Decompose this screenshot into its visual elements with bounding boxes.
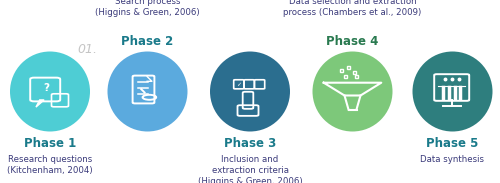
Text: Inclusion and
extraction criteria
(Higgins & Green, 2006): Inclusion and extraction criteria (Higgi… <box>198 155 302 183</box>
Ellipse shape <box>108 51 188 132</box>
Text: Phase 4: Phase 4 <box>326 35 378 48</box>
Text: Research questions
(Kitchenham, 2004): Research questions (Kitchenham, 2004) <box>7 155 93 175</box>
Ellipse shape <box>10 51 90 132</box>
Text: Phase 3: Phase 3 <box>224 137 276 150</box>
Text: Phase 1: Phase 1 <box>24 137 76 150</box>
Text: ?: ? <box>43 83 49 93</box>
Text: Data selection and extraction
process (Chambers et al., 2009): Data selection and extraction process (C… <box>284 0 422 17</box>
Ellipse shape <box>312 51 392 132</box>
Text: 01.: 01. <box>78 43 98 56</box>
Text: Phase 2: Phase 2 <box>122 35 174 48</box>
Ellipse shape <box>412 51 492 132</box>
Polygon shape <box>36 100 44 107</box>
Text: Search process
(Higgins & Green, 2006): Search process (Higgins & Green, 2006) <box>95 0 200 17</box>
Text: Phase 5: Phase 5 <box>426 137 478 150</box>
Text: Data synthesis: Data synthesis <box>420 155 484 164</box>
Text: ✓: ✓ <box>236 82 242 87</box>
Ellipse shape <box>210 51 290 132</box>
